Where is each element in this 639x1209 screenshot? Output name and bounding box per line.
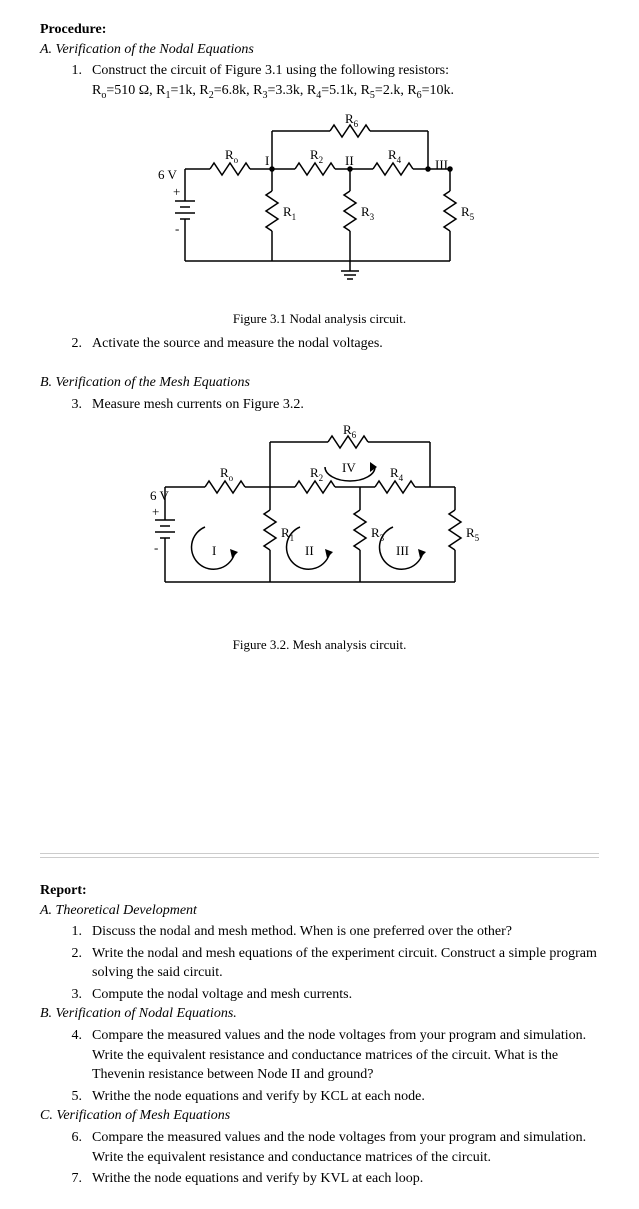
svg-text:II: II bbox=[345, 153, 354, 168]
svg-text:R3: R3 bbox=[371, 525, 385, 543]
nodal-circuit-svg: R6 Ro R2 R4 I II III R1 R3 bbox=[155, 111, 485, 306]
item-text: Writhe the node equations and verify by … bbox=[92, 1169, 599, 1189]
item-text: Discuss the nodal and mesh method. When … bbox=[92, 922, 599, 942]
svg-text:6 V: 6 V bbox=[158, 167, 178, 182]
svg-text:R1: R1 bbox=[283, 204, 296, 222]
item-number: 7. bbox=[60, 1169, 82, 1189]
item-number: 1. bbox=[60, 61, 82, 102]
svg-text:R2: R2 bbox=[310, 147, 323, 165]
svg-text:R3: R3 bbox=[361, 204, 375, 222]
proc-item-1: 1. Construct the circuit of Figure 3.1 u… bbox=[60, 61, 599, 102]
item-number: 3. bbox=[60, 395, 82, 415]
svg-text:6 V: 6 V bbox=[150, 488, 170, 503]
item-number: 2. bbox=[60, 944, 82, 983]
svg-text:+: + bbox=[173, 184, 180, 199]
svg-text:I: I bbox=[212, 543, 216, 558]
svg-text:R5: R5 bbox=[466, 525, 480, 543]
procedure-heading: Procedure: bbox=[40, 20, 599, 40]
item1-line-a: Construct the circuit of Figure 3.1 usin… bbox=[92, 63, 449, 78]
svg-text:I: I bbox=[265, 153, 269, 168]
item-text: Write the nodal and mesh equations of th… bbox=[92, 944, 599, 983]
svg-text:R6: R6 bbox=[345, 111, 359, 129]
figure-3-1-caption: Figure 3.1 Nodal analysis circuit. bbox=[40, 310, 599, 328]
svg-text:R6: R6 bbox=[343, 422, 357, 440]
page-break-line bbox=[40, 853, 599, 854]
item-text: Activate the source and measure the noda… bbox=[92, 334, 599, 354]
svg-text:+: + bbox=[152, 504, 159, 519]
report-item-5: 5. Writhe the node equations and verify … bbox=[60, 1087, 599, 1107]
report-A-title: A. Theoretical Development bbox=[40, 901, 599, 921]
item1-line-b: Ro=510 Ω, R1=1k, R2=6.8k, R3=3.3k, R4=5.… bbox=[92, 83, 454, 98]
item-number: 2. bbox=[60, 334, 82, 354]
svg-text:R4: R4 bbox=[390, 465, 404, 483]
report-heading: Report: bbox=[40, 881, 599, 901]
procedure-A-title: A. Verification of the Nodal Equations bbox=[40, 40, 599, 60]
figure-3-2-caption: Figure 3.2. Mesh analysis circuit. bbox=[40, 636, 599, 654]
figure-3-1: R6 Ro R2 R4 I II III R1 R3 bbox=[40, 111, 599, 328]
svg-text:R4: R4 bbox=[388, 147, 402, 165]
svg-text:II: II bbox=[305, 543, 314, 558]
report-B-title: B. Verification of Nodal Equations. bbox=[40, 1004, 599, 1024]
svg-text:-: - bbox=[154, 540, 158, 555]
mesh-circuit-svg: R6 IV Ro R2 R4 R1 R3 R5 bbox=[150, 422, 490, 632]
item-text: Construct the circuit of Figure 3.1 usin… bbox=[92, 61, 599, 102]
item-text: Writhe the node equations and verify by … bbox=[92, 1087, 599, 1107]
report-item-4: 4. Compare the measured values and the n… bbox=[60, 1026, 599, 1085]
report-item-2: 2. Write the nodal and mesh equations of… bbox=[60, 944, 599, 983]
procedure-B-title: B. Verification of the Mesh Equations bbox=[40, 373, 599, 393]
spacer bbox=[40, 660, 599, 850]
proc-item-3: 3. Measure mesh currents on Figure 3.2. bbox=[60, 395, 599, 415]
svg-text:R2: R2 bbox=[310, 465, 323, 483]
item-number: 5. bbox=[60, 1087, 82, 1107]
page-break-line bbox=[40, 857, 599, 858]
item-text: Compare the measured values and the node… bbox=[92, 1026, 599, 1085]
report-C-title: C. Verification of Mesh Equations bbox=[40, 1106, 599, 1126]
svg-text:III: III bbox=[435, 157, 448, 172]
svg-text:IV: IV bbox=[342, 460, 356, 475]
svg-text:Ro: Ro bbox=[220, 465, 234, 483]
svg-text:R5: R5 bbox=[461, 204, 475, 222]
item-text: Measure mesh currents on Figure 3.2. bbox=[92, 395, 599, 415]
item-text: Compute the nodal voltage and mesh curre… bbox=[92, 985, 599, 1005]
item-text: Compare the measured values and the node… bbox=[92, 1128, 599, 1167]
item-number: 6. bbox=[60, 1128, 82, 1167]
item-number: 3. bbox=[60, 985, 82, 1005]
report-item-3: 3. Compute the nodal voltage and mesh cu… bbox=[60, 985, 599, 1005]
report-item-7: 7. Writhe the node equations and verify … bbox=[60, 1169, 599, 1189]
proc-item-2: 2. Activate the source and measure the n… bbox=[60, 334, 599, 354]
figure-3-2: R6 IV Ro R2 R4 R1 R3 R5 bbox=[40, 422, 599, 654]
svg-text:Ro: Ro bbox=[225, 147, 239, 165]
svg-text:III: III bbox=[396, 543, 409, 558]
report-item-6: 6. Compare the measured values and the n… bbox=[60, 1128, 599, 1167]
svg-text:-: - bbox=[175, 221, 179, 236]
item-number: 1. bbox=[60, 922, 82, 942]
report-item-1: 1. Discuss the nodal and mesh method. Wh… bbox=[60, 922, 599, 942]
item-number: 4. bbox=[60, 1026, 82, 1085]
